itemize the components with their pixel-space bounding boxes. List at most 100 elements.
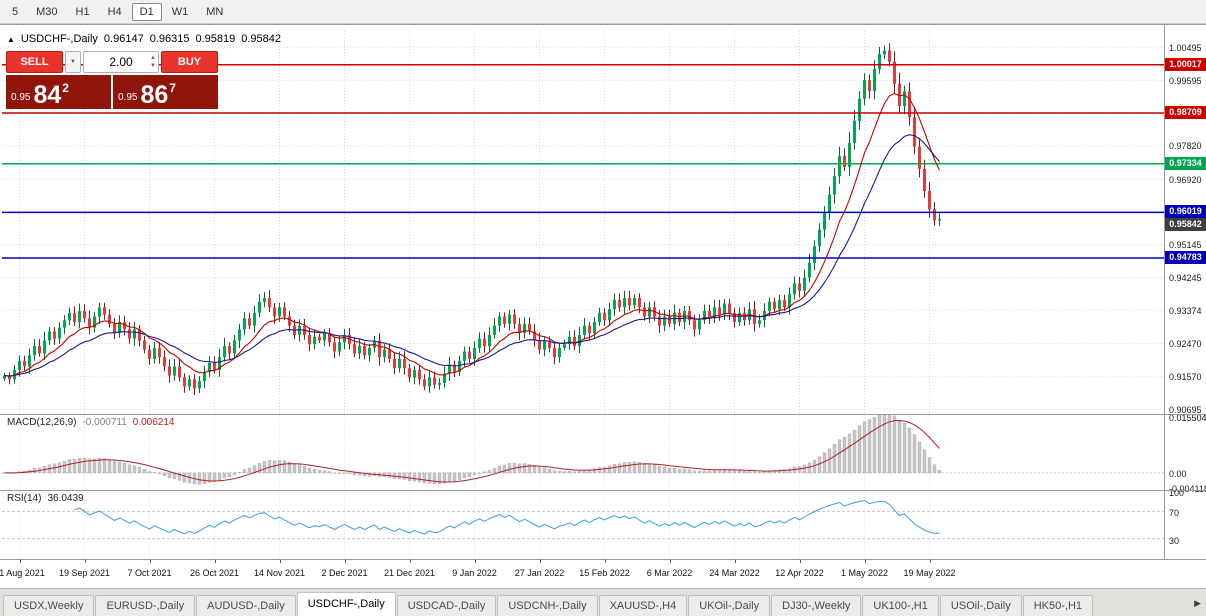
timeframe-button-5[interactable]: 5 — [4, 3, 26, 21]
tab-usoil-daily[interactable]: USOil-,Daily — [939, 595, 1022, 616]
price-level-badge: 0.94783 — [1165, 251, 1206, 265]
ohlc-high: 0.96315 — [149, 33, 190, 45]
price-axis-label: 1.00495 — [1169, 42, 1202, 53]
timeframe-button-mn[interactable]: MN — [198, 3, 231, 21]
date-axis-tick — [279, 560, 281, 563]
date-axis-label: 6 Mar 2022 — [646, 568, 693, 578]
timeframe-button-w1[interactable]: W1 — [164, 3, 197, 21]
date-axis-label: 1 May 2022 — [840, 568, 889, 578]
macd-axis-label: 0.00 — [1169, 468, 1187, 479]
date-axis-tick — [669, 560, 671, 563]
date-axis-label: 7 Oct 2021 — [127, 568, 172, 578]
macd-axis-label: -0.004118 — [1169, 483, 1206, 494]
macd-panel[interactable] — [2, 412, 1164, 490]
date-axis-label: 24 Mar 2022 — [709, 568, 760, 578]
rsi-axis-label: 30 — [1169, 535, 1180, 546]
bid-price-prefix: 0.95 — [11, 92, 31, 103]
panel-separator — [0, 414, 1206, 415]
tab-usdcad-daily[interactable]: USDCAD-,Daily — [396, 595, 497, 616]
current-price-badge: 0.95842 — [1165, 217, 1206, 231]
date-axis-tick — [864, 560, 866, 563]
tab-uk100-h1[interactable]: UK100-,H1 — [862, 595, 939, 616]
date-axis-tick — [84, 560, 86, 563]
bid-price-pip-digit: 2 — [62, 81, 69, 95]
date-axis-tick — [799, 560, 801, 563]
tab-dj30-weekly[interactable]: DJ30-,Weekly — [771, 595, 862, 616]
timeframe-toolbar: 5 M30 H1 H4 D1 W1 MN — [0, 0, 1206, 24]
volume-spinner: ▲ ▼ — [150, 54, 156, 70]
timeframe-button-h4[interactable]: H4 — [100, 3, 130, 21]
bid-price-big-digits: 84 — [33, 81, 62, 109]
tab-ukoil-daily[interactable]: UKOil-,Daily — [688, 595, 771, 616]
date-axis-tick — [344, 560, 346, 563]
price-axis-label: 0.96920 — [1169, 174, 1202, 185]
date-axis-tick — [474, 560, 476, 563]
rsi-indicator-label: RSI(14) 36.0439 — [7, 493, 84, 504]
macd-svg[interactable] — [2, 412, 1164, 490]
price-axis-label: 0.94245 — [1169, 273, 1202, 284]
timeframe-button-d1[interactable]: D1 — [131, 2, 162, 21]
macd-axis-label: 0.015504 — [1169, 413, 1206, 424]
ask-price-big-digits: 86 — [140, 81, 169, 109]
ohlc-low: 0.95819 — [195, 33, 236, 45]
volume-dropdown-button[interactable]: ▼ — [65, 51, 81, 73]
ask-price-box[interactable]: 0.95 86 7 — [113, 75, 218, 109]
timeframe-button-h1[interactable]: H1 — [68, 3, 98, 21]
date-axis-tick — [214, 560, 216, 563]
spinner-down-icon[interactable]: ▼ — [150, 63, 156, 69]
price-axis-label: 0.99595 — [1169, 75, 1202, 86]
timeframe-button-m30[interactable]: M30 — [28, 3, 65, 21]
one-click-trading-panel: SELL ▼ 2.00 ▲ ▼ BUY 0.95 84 2 — [6, 51, 218, 109]
price-level-badge: 0.98709 — [1165, 106, 1206, 120]
price-axis: 1.00495 0.99595 0.97820 0.96920 0.95145 0.942… — [1164, 25, 1206, 559]
date-axis-label: 19 Sep 2021 — [58, 568, 111, 578]
price-direction-up-icon: ▲ — [7, 34, 15, 44]
bid-ask-row: 0.95 84 2 0.95 86 7 — [6, 75, 218, 109]
price-axis-label: 0.97820 — [1169, 141, 1202, 152]
date-axis-label: 2 Dec 2021 — [321, 568, 368, 578]
tab-overflow-arrow-icon[interactable]: ▶ — [1194, 598, 1201, 608]
price-axis-label: 0.95145 — [1169, 240, 1202, 251]
date-axis-label: 27 Jan 2022 — [514, 568, 565, 578]
rsi-axis-label: 70 — [1169, 508, 1180, 519]
macd-name: MACD(12,26,9) — [7, 417, 77, 428]
tab-eurusd-daily[interactable]: EURUSD-,Daily — [95, 595, 196, 616]
macd-signal-value: 0.006214 — [132, 417, 175, 428]
panel-separator — [0, 490, 1206, 491]
tab-audusd-daily[interactable]: AUDUSD-,Daily — [196, 595, 296, 616]
price-level-badge: 0.96019 — [1165, 205, 1206, 219]
date-axis-label: 19 May 2022 — [903, 568, 956, 578]
price-axis-label: 0.90695 — [1169, 404, 1202, 415]
bid-price-box[interactable]: 0.95 84 2 — [6, 75, 111, 109]
chevron-down-icon: ▼ — [70, 59, 76, 65]
price-level-badge: 1.00017 — [1165, 57, 1206, 71]
macd-main-value: -0.000711 — [82, 417, 127, 428]
date-axis-tick — [539, 560, 541, 563]
buy-button[interactable]: BUY — [161, 51, 218, 73]
date-axis-label: 15 Feb 2022 — [579, 568, 630, 578]
price-level-badge: 0.97334 — [1165, 156, 1206, 170]
ask-price-pip-digit: 7 — [169, 81, 176, 95]
tab-usdcnh-daily[interactable]: USDCNH-,Daily — [497, 595, 598, 616]
date-axis-label: 26 Oct 2021 — [189, 568, 240, 578]
volume-value: 2.00 — [109, 55, 133, 69]
rsi-axis-label: 100 — [1169, 488, 1185, 498]
tab-usdchf-daily[interactable]: USDCHF-,Daily — [296, 592, 396, 616]
rsi-svg[interactable] — [2, 491, 1164, 559]
ask-price-prefix: 0.95 — [118, 92, 138, 103]
ohlc-close: 0.95842 — [241, 33, 281, 45]
rsi-panel[interactable] — [2, 491, 1164, 559]
price-axis-label: 0.92470 — [1169, 338, 1202, 349]
tab-hk50-h1[interactable]: HK50-,H1 — [1022, 595, 1094, 616]
spinner-up-icon[interactable]: ▲ — [150, 55, 156, 61]
volume-stepper[interactable]: 2.00 ▲ ▼ — [83, 51, 159, 73]
trade-controls-row: SELL ▼ 2.00 ▲ ▼ BUY — [6, 51, 218, 73]
tab-xauusd-h4[interactable]: XAUUSD-,H4 — [598, 595, 688, 616]
date-axis-tick — [604, 560, 606, 563]
date-axis-tick — [149, 560, 151, 563]
sell-button[interactable]: SELL — [6, 51, 63, 73]
tab-usdx-weekly[interactable]: USDX,Weekly — [3, 595, 95, 616]
date-axis-tick — [19, 560, 21, 563]
date-axis: 31 Aug 2021 19 Sep 2021 7 Oct 2021 26 Oct 2… — [0, 559, 1206, 589]
